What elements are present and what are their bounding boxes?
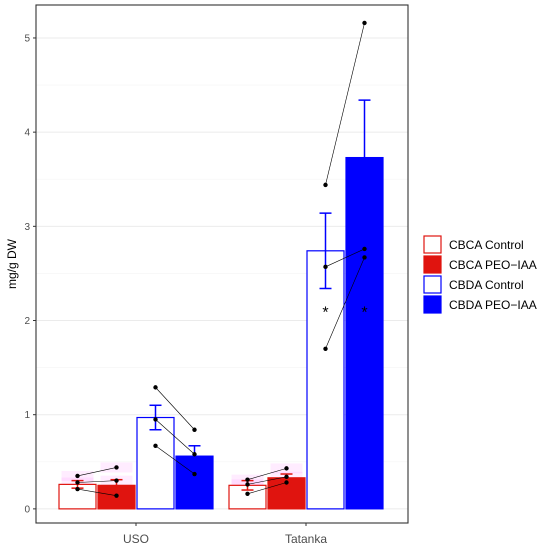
y-axis-title: mg/g DW bbox=[5, 238, 19, 289]
data-point bbox=[153, 443, 158, 448]
paired-line bbox=[247, 482, 287, 495]
paired-line bbox=[325, 257, 365, 349]
data-point bbox=[284, 480, 289, 485]
legend: CBCA Control CBCA PEO−IAA CBDA Control CBDA… bbox=[423, 235, 537, 314]
data-point bbox=[192, 427, 197, 432]
x-axis: USO Tatanka bbox=[123, 523, 327, 546]
y-tick-label: 2 bbox=[24, 316, 30, 327]
data-point bbox=[192, 471, 197, 477]
paired-lines bbox=[77, 22, 365, 496]
paired-line bbox=[155, 387, 195, 430]
data-point bbox=[245, 477, 250, 482]
legend-swatch bbox=[423, 255, 442, 274]
data-point bbox=[284, 474, 289, 480]
significance-label: * bbox=[361, 305, 367, 322]
x-tick-label: Tatanka bbox=[285, 532, 327, 546]
y-axis: 0 1 2 3 4 5 bbox=[24, 33, 36, 515]
legend-label: CBCA PEO−IAA bbox=[449, 258, 537, 272]
data-point bbox=[75, 480, 80, 485]
significance-marks: * * bbox=[322, 305, 367, 322]
legend-label: CBDA Control bbox=[449, 278, 524, 292]
paired-line bbox=[325, 248, 365, 268]
data-point bbox=[362, 20, 367, 26]
y-tick-label: 1 bbox=[24, 410, 30, 421]
paired-line bbox=[247, 476, 287, 485]
bar bbox=[306, 250, 345, 510]
data-point bbox=[114, 493, 119, 498]
legend-label: CBCA Control bbox=[449, 238, 524, 252]
y-tick-label: 4 bbox=[24, 128, 30, 139]
paired-line bbox=[325, 22, 365, 185]
paired-line bbox=[155, 445, 195, 475]
data-point bbox=[153, 417, 158, 422]
legend-label: CBDA PEO−IAA bbox=[449, 298, 537, 312]
paired-line bbox=[77, 480, 117, 483]
data-point bbox=[362, 255, 367, 260]
legend-swatch bbox=[423, 275, 442, 294]
data-point bbox=[114, 465, 119, 470]
data-point bbox=[323, 346, 328, 351]
data-point bbox=[245, 482, 250, 487]
data-point bbox=[323, 182, 328, 188]
y-tick-label: 5 bbox=[24, 33, 30, 44]
data-point bbox=[192, 452, 197, 457]
y-tick-label: 3 bbox=[24, 222, 30, 233]
paired-line bbox=[77, 467, 117, 477]
plot-border bbox=[35, 4, 409, 524]
data-point bbox=[323, 264, 328, 270]
data-point bbox=[284, 466, 289, 471]
data-point bbox=[153, 385, 158, 390]
paired-line bbox=[155, 419, 195, 455]
legend-swatch bbox=[423, 235, 442, 254]
x-tick-label: USO bbox=[123, 532, 149, 546]
bars bbox=[58, 156, 384, 510]
bar bbox=[345, 156, 384, 510]
legend-swatch bbox=[423, 295, 442, 314]
y-tick-label: 0 bbox=[24, 504, 30, 515]
data-point bbox=[114, 478, 119, 483]
data-point bbox=[75, 473, 80, 479]
data-point bbox=[75, 486, 80, 492]
paired-line bbox=[247, 468, 287, 480]
data-point bbox=[362, 246, 367, 252]
paired-line bbox=[77, 488, 117, 496]
significance-label: * bbox=[322, 305, 328, 322]
data-points bbox=[75, 20, 367, 498]
data-point bbox=[245, 491, 250, 497]
